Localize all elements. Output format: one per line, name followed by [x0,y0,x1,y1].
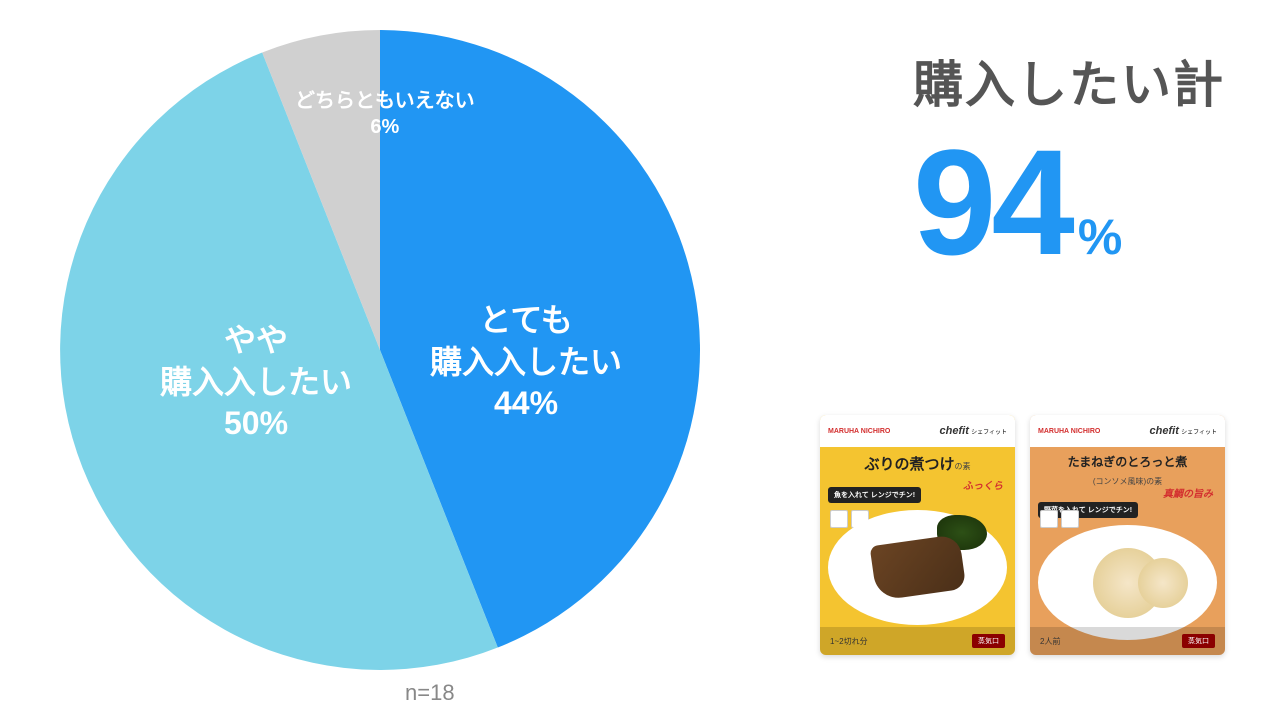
product-images: MARUHA NICHIRO chefit シェフィット ぶりの煮つけの素 ふっ… [820,415,1225,655]
product-1-header: MARUHA NICHIRO chefit シェフィット [820,415,1015,447]
summary-title: 購入したい計 [913,45,1225,117]
product-2-header: MARUHA NICHIRO chefit シェフィット [1030,415,1225,447]
product-1-food-image [828,510,1007,625]
summary-value: 94% [913,127,1225,277]
instruction-icons [1040,510,1079,528]
slice-label-somewhat-want: やや 購入入したい 50% [160,320,352,445]
sample-size: n=18 [405,680,455,706]
slice-label-neutral: どちらともいえない 6% [295,88,475,140]
pie-chart: とても 購入入したい 44% やや 購入入したい 50% どちらともいえない 6… [60,30,700,670]
cooking-badge: 魚を入れて レンジでチン! [828,487,921,503]
product-1-name: ぶりの煮つけの素 [820,447,1015,480]
brand-logo: MARUHA NICHIRO [828,428,890,435]
series-logo: chefit [1150,425,1179,437]
product-1: MARUHA NICHIRO chefit シェフィット ぶりの煮つけの素 ふっ… [820,415,1015,655]
product-1-script: ふっくら [963,477,1003,492]
product-2-footer: 2人前 蒸気口 [1030,627,1225,655]
brand-logo: MARUHA NICHIRO [1038,428,1100,435]
product-1-footer: 1~2切れ分 蒸気口 [820,627,1015,655]
product-2-script: 真鯛の旨み [1163,485,1213,500]
summary-block: 購入したい計 94% [913,45,1225,277]
series-logo: chefit [940,425,969,437]
summary-pct-symbol: % [1078,209,1122,265]
product-2: MARUHA NICHIRO chefit シェフィット たまねぎのとろっと煮 … [1030,415,1225,655]
steam-badge: 蒸気口 [972,634,1005,648]
product-2-food-image [1038,525,1217,640]
steam-badge: 蒸気口 [1182,634,1215,648]
summary-number: 94 [913,118,1070,286]
slice-label-very-want: とても 購入入したい 44% [430,300,622,425]
